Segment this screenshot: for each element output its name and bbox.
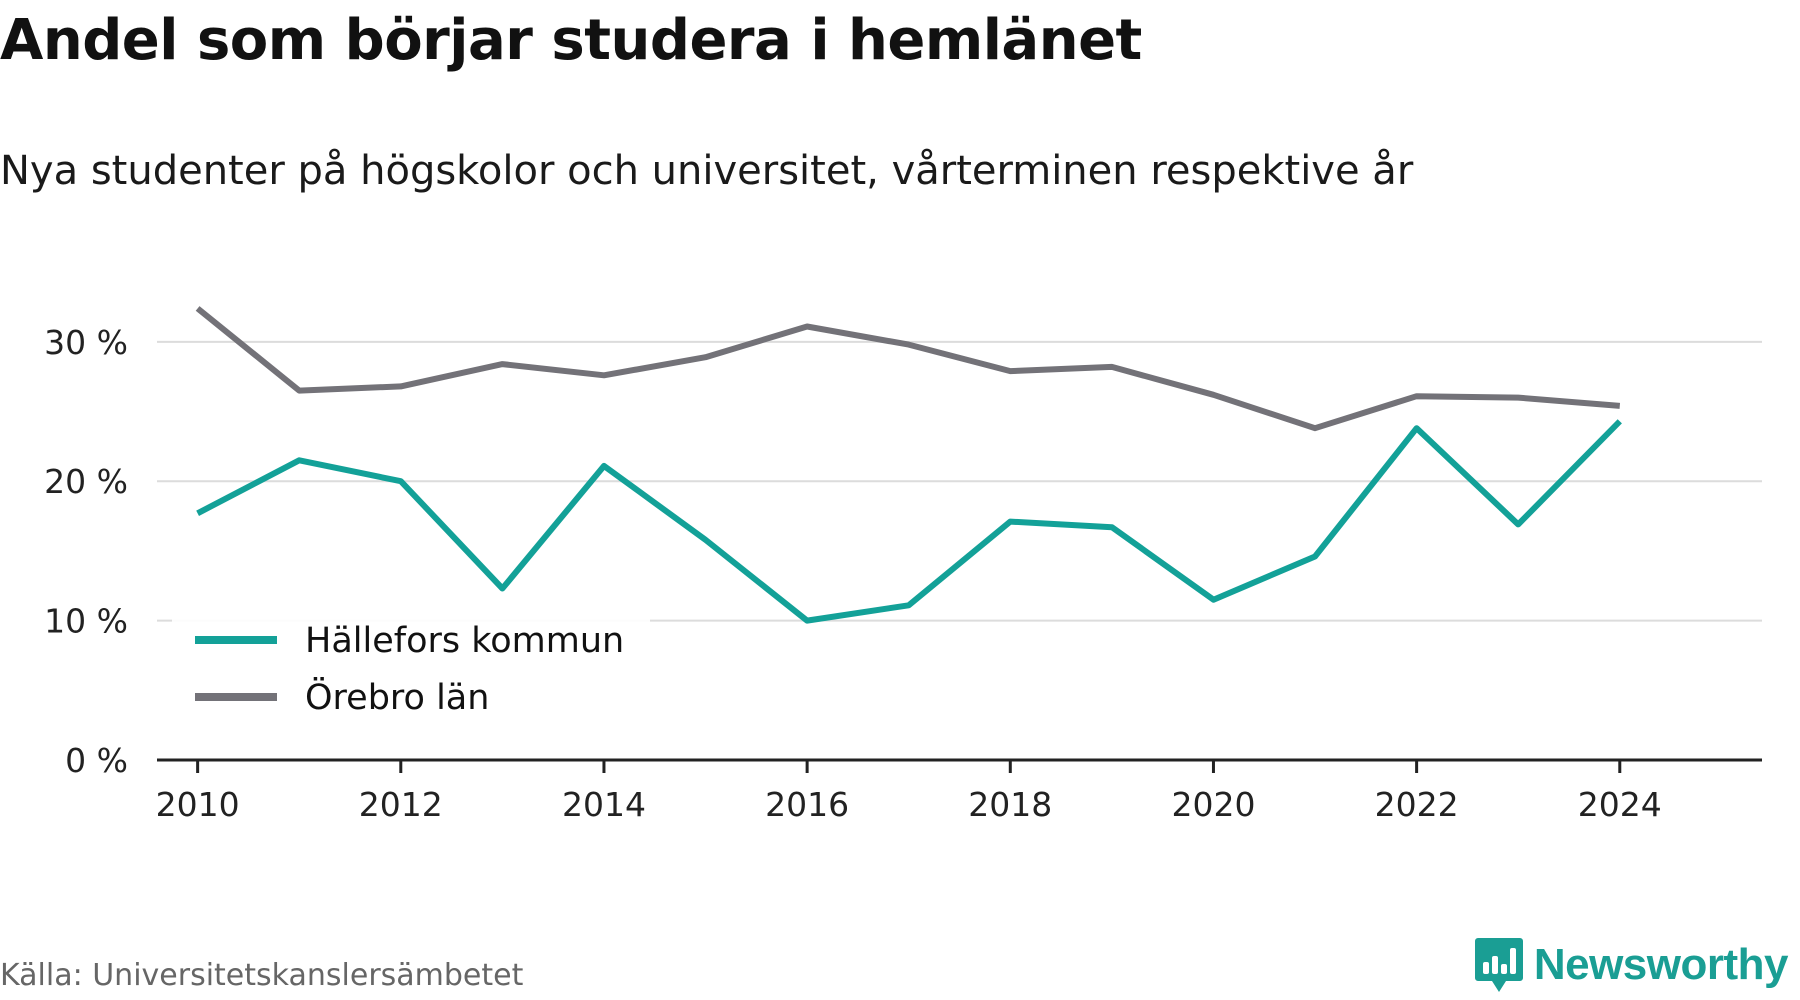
x-tick-label: 2016 [765,785,849,824]
x-tick-label: 2022 [1375,785,1459,824]
series-line-1 [195,306,1621,432]
y-axis: 0 % 10 % 20 % 30 % [44,323,128,780]
y-tick-label: 30 % [44,323,128,362]
x-tick-label: 2018 [968,785,1052,824]
legend-background [172,600,650,728]
chart-subtitle: Nya studenter på högskolor och universit… [0,148,1414,194]
legend: Hällefors kommun Örebro län [172,600,650,728]
legend-label: Örebro län [305,676,489,718]
x-tick-label: 2024 [1578,785,1662,824]
y-tick-label: 10 % [44,602,128,641]
y-tick-label: 20 % [44,462,128,501]
brand-name: Newsworthy [1533,940,1789,989]
series-line-0 [196,419,1622,624]
x-tick-label: 2012 [359,785,443,824]
chart-title: Andel som börjar studera i hemlänet [0,8,1142,73]
series-lines [195,306,1622,624]
legend-label: Hällefors kommun [305,621,624,661]
source-note: Källa: Universitetskanslersämbetet [0,958,524,993]
x-tick-label: 2010 [156,785,240,824]
y-tick-label: 0 % [65,741,128,780]
x-tick-label: 2014 [562,785,646,824]
x-tick-label: 2020 [1171,785,1255,824]
newsworthy-logo-icon [1474,938,1523,992]
x-axis: 2010 2012 2014 2016 2018 2020 2022 2024 [156,758,1762,824]
brand: Newsworthy [1474,936,1789,994]
